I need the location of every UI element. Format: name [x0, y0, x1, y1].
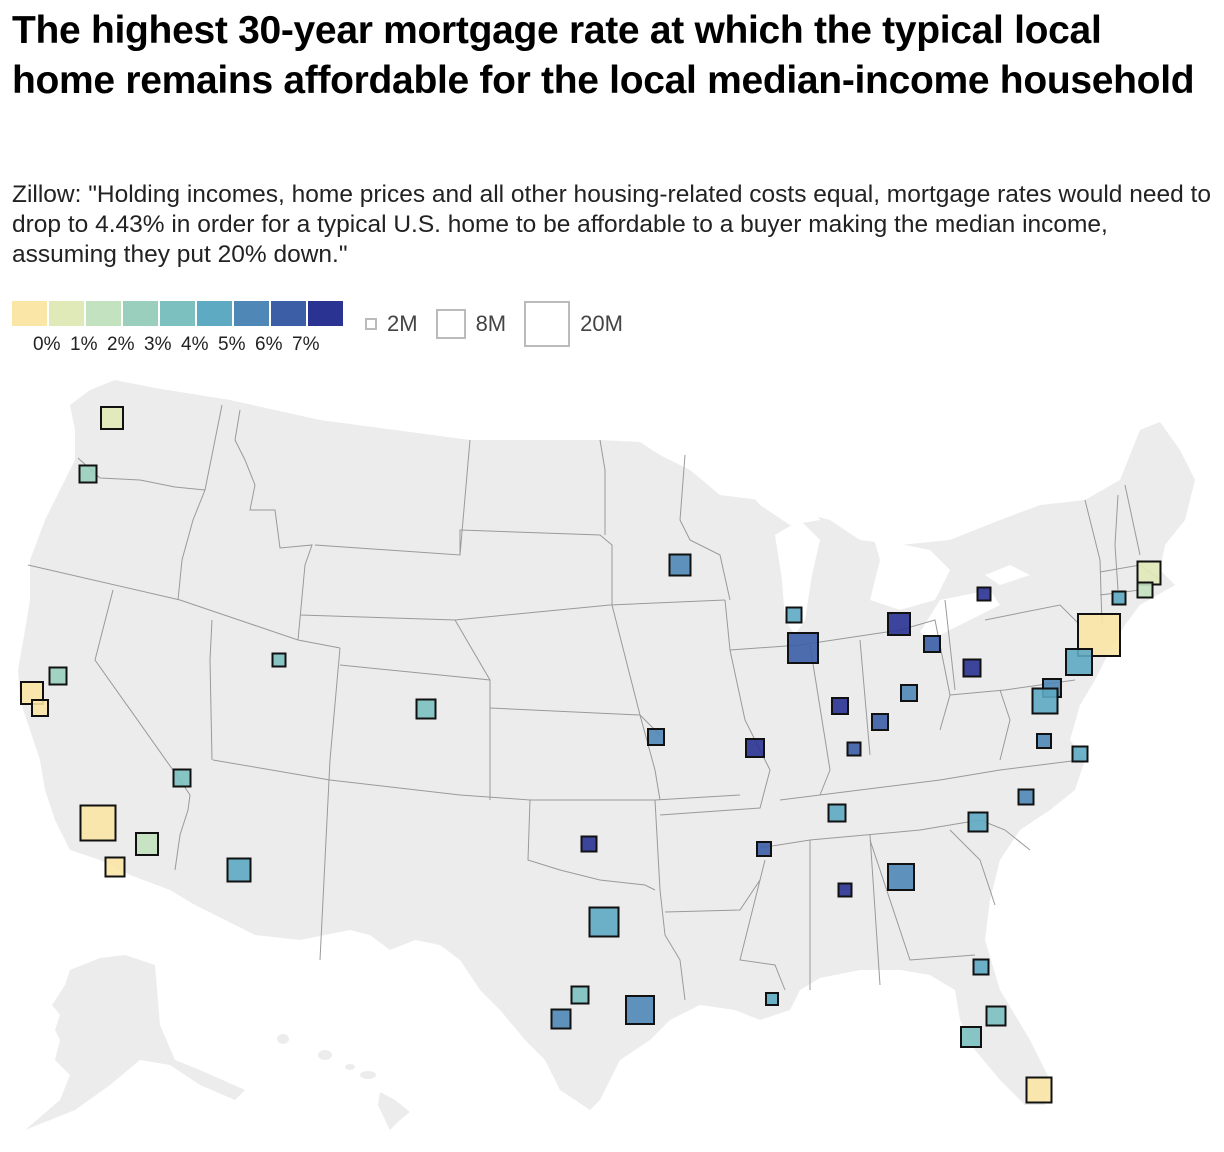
city-marker[interactable]: Austin [570, 985, 590, 1005]
city-marker[interactable]: Boston [1136, 560, 1162, 586]
size-legend-item: 2M [365, 311, 418, 337]
city-marker[interactable]: Philadelphia [1065, 648, 1093, 676]
color-legend-label: 1% [70, 334, 98, 355]
city-marker[interactable]: Houston [625, 995, 655, 1025]
us-map: SeattlePortlandSan FranciscoSan JoseSacr… [18, 380, 1195, 1130]
city-marker[interactable]: Dallas [588, 906, 620, 938]
city-marker[interactable]: Memphis [756, 841, 772, 857]
city-marker[interactable]: Columbus [900, 684, 918, 702]
size-legend-item: 20M [524, 301, 623, 347]
great-lakes [730, 470, 1030, 640]
color-swatch [12, 301, 47, 326]
city-marker[interactable]: Oklahoma City [580, 835, 598, 853]
city-marker[interactable]: Orlando [985, 1005, 1007, 1027]
size-legend-square [365, 318, 377, 330]
color-swatch [123, 301, 158, 326]
size-legend-label: 8M [475, 311, 507, 336]
color-legend-label: 7% [292, 334, 320, 355]
city-marker[interactable]: Cleveland [923, 635, 941, 653]
city-marker[interactable]: Denver [415, 698, 437, 720]
color-swatch [234, 301, 269, 326]
city-marker[interactable]: Riverside [135, 832, 159, 856]
city-marker[interactable]: Charlotte [967, 811, 989, 833]
city-marker[interactable]: Milwaukee [785, 606, 803, 624]
color-swatch [271, 301, 306, 326]
city-marker[interactable]: Miami [1025, 1076, 1053, 1104]
color-swatch [49, 301, 84, 326]
city-marker[interactable]: Chicago [787, 632, 819, 664]
color-legend-label: 4% [181, 334, 209, 355]
city-marker[interactable]: Sacramento [48, 666, 68, 686]
city-marker[interactable]: Salt Lake City [271, 652, 287, 668]
city-marker[interactable]: Buffalo [976, 586, 992, 602]
city-marker[interactable]: Detroit [887, 612, 911, 636]
city-marker[interactable]: San Antonio [550, 1008, 572, 1030]
city-marker[interactable]: New Orleans [765, 992, 779, 1006]
size-legend-item: 8M [435, 309, 507, 339]
color-legend-label: 5% [218, 334, 246, 355]
color-swatch [197, 301, 232, 326]
color-legend-label: 6% [255, 334, 283, 355]
size-legend-square [435, 309, 466, 339]
city-marker[interactable]: Los Angeles [79, 804, 117, 842]
city-marker[interactable]: Raleigh [1017, 788, 1035, 806]
color-legend-label: 0% [33, 334, 61, 355]
city-marker[interactable]: Kansas City [647, 728, 665, 746]
color-legend-labels: 0% 1% 2% 3% 4% 5% 6% 7% [12, 334, 373, 356]
city-marker[interactable]: Washington [1031, 687, 1059, 715]
city-marker[interactable]: Indianapolis [831, 697, 849, 715]
size-legend-label: 20M [580, 311, 623, 336]
city-marker[interactable]: Jacksonville [972, 958, 990, 976]
city-marker[interactable]: Virginia Beach [1071, 745, 1089, 763]
chart-title: The highest 30-year mortgage rate at whi… [12, 9, 1195, 102]
color-swatch [160, 301, 195, 326]
size-legend: 2M 8M 20M [365, 301, 641, 347]
city-marker[interactable]: Portland [78, 464, 98, 484]
size-legend-square [524, 301, 571, 347]
color-legend-label: 2% [107, 334, 135, 355]
city-marker[interactable]: Phoenix [226, 857, 252, 883]
city-marker[interactable]: Richmond [1036, 733, 1052, 749]
city-marker[interactable]: Cincinnati [871, 713, 889, 731]
city-marker[interactable]: Seattle [100, 406, 124, 430]
city-marker[interactable]: Pittsburgh [962, 658, 982, 678]
city-marker[interactable]: Las Vegas [172, 768, 192, 788]
city-marker[interactable]: Nashville [827, 803, 847, 823]
color-legend: 0% 1% 2% 3% 4% 5% 6% 7% [12, 301, 343, 355]
size-legend-label: 2M [387, 311, 418, 336]
city-marker[interactable]: San Jose [31, 699, 49, 717]
color-legend-label: 3% [144, 334, 172, 355]
color-swatches [12, 301, 343, 326]
city-markers: SeattlePortlandSan FranciscoSan JoseSacr… [20, 406, 1162, 1104]
chart-subtitle: Zillow: "Holding incomes, home prices an… [12, 181, 1211, 268]
city-marker[interactable]: Louisville [846, 741, 862, 757]
color-swatch [86, 301, 121, 326]
state-borders [27, 404, 1161, 1001]
us-land [18, 380, 1195, 1130]
city-marker[interactable]: Minneapolis [668, 553, 692, 577]
city-marker[interactable]: Atlanta [887, 863, 915, 891]
city-marker[interactable]: Providence [1136, 581, 1154, 599]
color-swatch [308, 301, 343, 326]
city-marker[interactable]: Tampa [960, 1026, 982, 1048]
city-marker[interactable]: St. Louis [745, 738, 765, 758]
city-marker[interactable]: San Diego [104, 856, 126, 878]
city-marker[interactable]: Birmingham [837, 882, 853, 898]
city-marker[interactable]: Hartford [1111, 590, 1127, 606]
